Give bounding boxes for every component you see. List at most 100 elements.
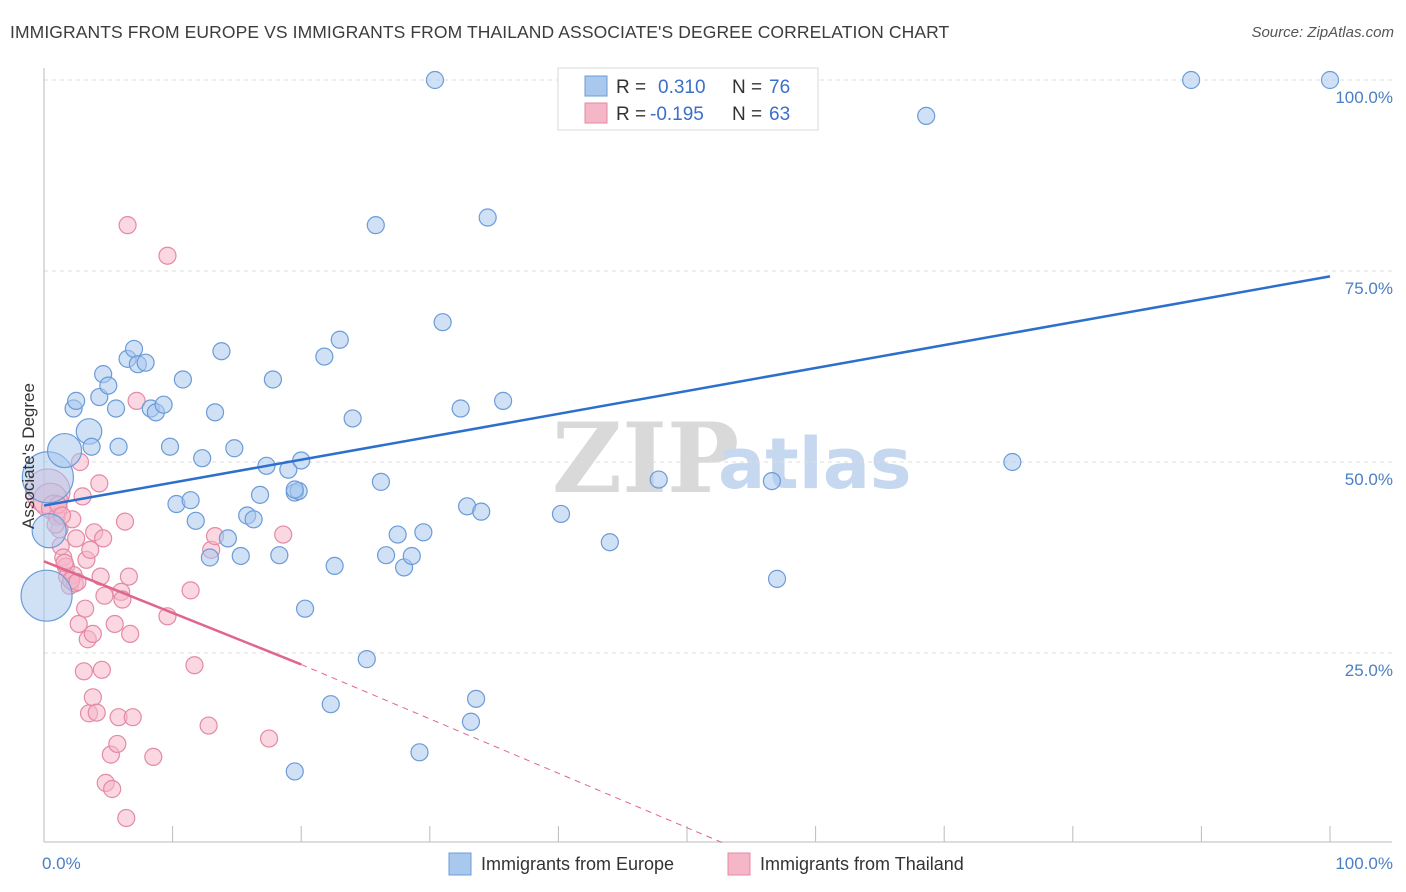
thailand-point xyxy=(185,656,204,675)
thailand-point xyxy=(94,529,113,548)
europe-point xyxy=(200,548,219,567)
thailand-point xyxy=(144,747,163,767)
europe-point xyxy=(767,569,787,588)
trend-lines xyxy=(43,275,1331,845)
europe-point xyxy=(343,409,362,428)
europe-point xyxy=(109,437,128,456)
europe-point xyxy=(263,370,283,389)
europe-point xyxy=(31,513,67,549)
y-tick-label: 50.0% xyxy=(1345,470,1393,489)
europe-point xyxy=(20,569,73,622)
tick-labels: 25.0% 50.0% 75.0% 100.0% 0.0% 100.0% xyxy=(42,88,1393,873)
thailand-point xyxy=(69,614,88,634)
thailand-point xyxy=(117,808,136,828)
europe-point xyxy=(186,511,205,530)
europe-point xyxy=(357,650,376,669)
thailand-point xyxy=(81,540,100,559)
watermark: ZIP atlas xyxy=(552,402,912,515)
europe-points xyxy=(20,70,1340,781)
bottom-legend-europe: Immigrants from Europe xyxy=(481,854,674,874)
thailand-trend-extension xyxy=(301,663,726,845)
europe-point xyxy=(366,216,385,235)
thailand-point xyxy=(76,599,95,618)
bottom-legend-swatch-thailand xyxy=(727,852,751,876)
legend-n-value-thailand: 63 xyxy=(769,104,790,125)
europe-point xyxy=(1182,70,1201,90)
europe-point xyxy=(388,525,407,544)
thailand-point xyxy=(115,512,135,531)
watermark-atlas: atlas xyxy=(718,423,912,505)
x-tick-label: 100.0% xyxy=(1335,854,1393,873)
thailand-point xyxy=(105,614,124,634)
legend-r-label-europe: R = xyxy=(616,77,646,98)
europe-point xyxy=(212,342,231,361)
europe-point xyxy=(1320,70,1340,90)
europe-point xyxy=(218,529,237,548)
europe-point xyxy=(67,391,86,410)
thailand-point xyxy=(119,567,138,586)
thailand-trend-line xyxy=(43,560,302,666)
chart-title: IMMIGRANTS FROM EUROPE VS IMMIGRANTS FRO… xyxy=(10,22,950,42)
bottom-legend-thailand: Immigrants from Thailand xyxy=(760,854,964,874)
europe-point xyxy=(376,546,396,565)
thailand-point xyxy=(67,529,86,548)
legend-n-value-europe: 76 xyxy=(769,77,790,98)
europe-point xyxy=(225,439,244,458)
europe-point xyxy=(285,480,304,499)
x-tick-label: 0.0% xyxy=(42,854,81,873)
europe-point xyxy=(82,437,101,456)
y-axis-label: Associate's Degree xyxy=(19,383,38,529)
legend-r-label-thailand: R = xyxy=(616,104,646,125)
europe-point xyxy=(478,208,497,227)
europe-point xyxy=(402,546,421,566)
legend-swatch-europe xyxy=(584,75,608,97)
gridlines xyxy=(44,79,1392,654)
europe-point xyxy=(295,599,315,618)
europe-point xyxy=(244,510,263,529)
europe-point xyxy=(173,370,192,389)
y-tick-label: 100.0% xyxy=(1335,88,1393,107)
y-tick-label: 75.0% xyxy=(1345,279,1393,298)
legend-n-label-europe: N = xyxy=(732,77,762,98)
series-legend: Immigrants from Europe Immigrants from T… xyxy=(448,852,964,876)
thailand-point xyxy=(95,586,114,605)
thailand-point xyxy=(259,729,279,748)
thailand-point xyxy=(118,216,137,235)
legend-swatch-thailand xyxy=(584,102,608,124)
thailand-point xyxy=(90,474,109,493)
europe-point xyxy=(136,353,155,372)
europe-point xyxy=(466,689,486,708)
thailand-point xyxy=(92,660,111,679)
europe-trend-line xyxy=(43,275,1331,507)
europe-point xyxy=(46,432,83,469)
europe-point xyxy=(250,485,270,504)
europe-point xyxy=(321,695,340,714)
europe-point xyxy=(917,106,936,126)
europe-point xyxy=(551,504,571,524)
europe-point xyxy=(425,70,445,90)
europe-point xyxy=(315,347,334,366)
legend-n-label-thailand: N = xyxy=(732,104,762,125)
source-credit: Source: ZipAtlas.com xyxy=(1251,24,1394,41)
europe-point xyxy=(231,546,250,566)
thailand-point xyxy=(108,734,127,754)
thailand-point xyxy=(87,703,106,722)
europe-point xyxy=(181,491,200,510)
europe-point xyxy=(414,523,433,542)
europe-point xyxy=(106,399,126,418)
y-tick-label: 25.0% xyxy=(1345,661,1393,680)
europe-point xyxy=(330,330,349,349)
europe-point xyxy=(285,762,304,781)
thailand-point xyxy=(103,779,122,799)
europe-point xyxy=(154,395,173,414)
europe-point xyxy=(205,403,225,422)
europe-point xyxy=(600,533,619,552)
europe-point xyxy=(99,376,118,395)
europe-point xyxy=(325,556,344,576)
thailand-point xyxy=(274,525,293,544)
europe-point xyxy=(270,546,289,565)
europe-point xyxy=(649,470,668,489)
europe-point xyxy=(1003,452,1022,472)
europe-point xyxy=(124,339,144,359)
